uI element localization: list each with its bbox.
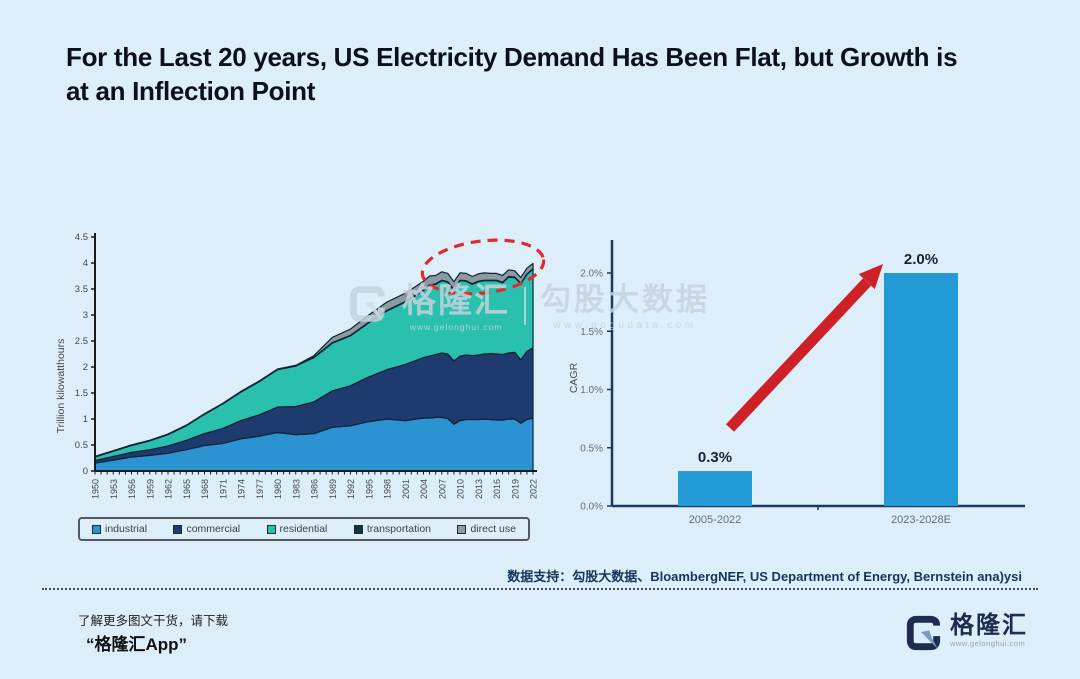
svg-text:0.0%: 0.0% [580, 502, 603, 513]
transportation-swatch-icon [353, 524, 363, 534]
svg-text:0: 0 [83, 466, 88, 477]
legend-label: transportation [366, 523, 432, 535]
svg-text:4.5: 4.5 [75, 232, 88, 243]
area-chart-y-axis-label: Trillion kilowatthours [55, 339, 67, 434]
dotted-divider [42, 588, 1038, 590]
svg-text:1983: 1983 [291, 479, 301, 499]
gelonghui-logo-url: www.gelonghui.com [950, 639, 1026, 648]
svg-text:2: 2 [83, 362, 88, 373]
svg-text:2022: 2022 [529, 479, 539, 499]
bar-category-label: 2005-2022 [689, 514, 742, 526]
svg-text:2.5: 2.5 [75, 336, 88, 347]
svg-text:2007: 2007 [437, 479, 447, 499]
svg-text:1992: 1992 [346, 479, 356, 499]
svg-text:1965: 1965 [182, 479, 192, 499]
svg-text:4: 4 [83, 258, 88, 269]
flat-region-ellipse-annotation [420, 238, 546, 296]
legend-item-direct-use: direct use [457, 523, 516, 535]
svg-text:1977: 1977 [255, 479, 265, 499]
svg-text:1980: 1980 [273, 479, 283, 499]
gelonghui-logo-text: 格隆汇 [950, 612, 1028, 639]
svg-text:2019: 2019 [510, 479, 520, 499]
slide-title: For the Last 20 years, US Electricity De… [66, 42, 958, 106]
svg-text:1: 1 [83, 414, 88, 425]
svg-text:1962: 1962 [164, 479, 174, 499]
residential-swatch-icon [266, 524, 276, 534]
svg-text:1974: 1974 [237, 479, 247, 499]
svg-text:0.5: 0.5 [75, 440, 88, 451]
bar-value-label: 0.3% [698, 449, 732, 466]
svg-text:3.5: 3.5 [75, 284, 88, 295]
bar-chart-y-axis-label: CAGR [568, 362, 580, 393]
area-chart-svg: 0 0.5 1 1.5 2 2.5 3 3.5 4 4.5 1950 1953 1956 1959 1962… [55, 232, 546, 499]
footer-app-name: “格隆汇App” [86, 635, 188, 654]
svg-text:1989: 1989 [328, 479, 338, 499]
svg-text:1986: 1986 [310, 479, 320, 499]
legend-item-residential: residential [266, 523, 328, 535]
svg-text:1971: 1971 [218, 479, 228, 499]
cagr-bar-2023-2028E [884, 273, 958, 506]
legend-item-commercial: commercial [173, 523, 240, 535]
area-chart-legend: industrial commercial residential transp… [78, 517, 530, 541]
direct-use-swatch-icon [457, 524, 467, 534]
svg-text:1956: 1956 [127, 479, 137, 499]
bar-category-label: 2023-2028E [891, 514, 951, 526]
svg-text:2004: 2004 [419, 479, 429, 499]
cagr-bar-chart: 0.0% 0.5% 1.0% 1.5% 2.0% CAGR 0.3% 2005-2022 2.0… [565, 228, 1040, 533]
area-band-direct-use [94, 262, 534, 457]
svg-text:2010: 2010 [456, 479, 466, 499]
svg-text:2013: 2013 [474, 479, 484, 499]
gelonghui-g-logo-icon [906, 615, 941, 651]
svg-text:3: 3 [83, 310, 88, 321]
legend-label: industrial [105, 523, 148, 535]
gelonghui-logo-text-block: 格隆汇 www.gelonghui.com [950, 614, 1028, 648]
svg-text:1.0%: 1.0% [580, 385, 603, 396]
commercial-swatch-icon [173, 524, 183, 534]
svg-text:1.5%: 1.5% [580, 327, 603, 338]
svg-text:1953: 1953 [109, 479, 119, 499]
legend-label: direct use [470, 523, 516, 535]
growth-arrow-annotation [725, 264, 883, 432]
svg-text:1968: 1968 [200, 479, 210, 499]
svg-text:1995: 1995 [364, 479, 374, 499]
svg-text:2001: 2001 [401, 479, 411, 499]
svg-text:2016: 2016 [492, 479, 502, 499]
legend-label: residential [279, 523, 328, 535]
data-source-note: 数据支持：勾股大数据、BloambergNEF, US Department o… [507, 569, 1022, 584]
bar-chart-svg: 0.0% 0.5% 1.0% 1.5% 2.0% CAGR 0.3% 2005-2022 2.0… [568, 240, 1025, 526]
legend-item-industrial: industrial [92, 523, 147, 535]
svg-text:2.0%: 2.0% [580, 269, 603, 280]
svg-text:1959: 1959 [145, 479, 155, 499]
bar-value-label: 2.0% [904, 251, 938, 268]
svg-text:1998: 1998 [383, 479, 393, 499]
svg-text:0.5%: 0.5% [580, 443, 603, 454]
svg-text:1.5: 1.5 [75, 388, 88, 399]
legend-label: commercial [186, 523, 241, 535]
footer-promo-text: 了解更多图文干货，请下载 [78, 614, 229, 628]
legend-item-transportation: transportation [353, 523, 432, 535]
gelonghui-logo: 格隆汇 www.gelonghui.com [905, 614, 1028, 652]
cagr-bar-2005-2022 [678, 471, 752, 506]
industrial-swatch-icon [92, 524, 101, 534]
svg-text:1950: 1950 [91, 479, 101, 499]
electricity-demand-area-chart: 0 0.5 1 1.5 2 2.5 3 3.5 4 4.5 1950 1953 1956 1959 1962… [55, 226, 560, 526]
